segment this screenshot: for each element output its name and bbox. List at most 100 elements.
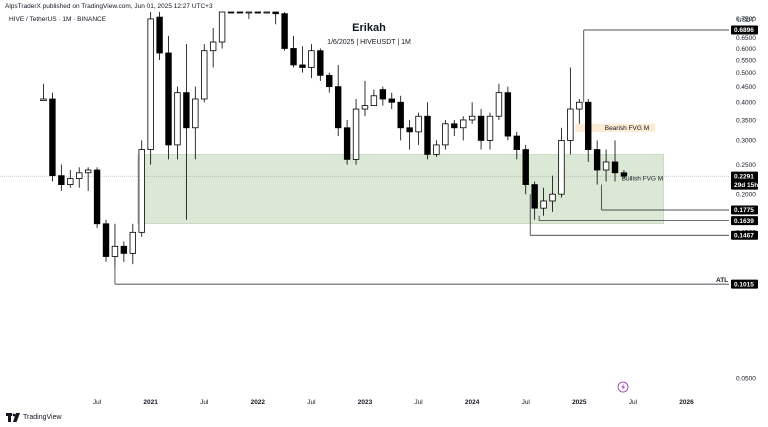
candle-body-4 <box>76 172 83 179</box>
candle-3 <box>67 170 74 188</box>
zone-label-1: Bearish FVG M <box>605 125 649 132</box>
candle-body-51 <box>495 92 503 117</box>
level-tag-2-text: 0.1639 <box>734 218 754 225</box>
candle-body-1 <box>49 98 56 177</box>
level-tag-0: 0.6896 <box>731 25 758 35</box>
y-tick-6: 0.4000 <box>736 100 756 107</box>
publisher-line: AlpsTraderX published on TradingView.com… <box>5 3 213 10</box>
candle-41 <box>406 119 413 150</box>
candle-23 <box>245 11 253 19</box>
candle-19 <box>209 28 217 68</box>
candle-body-59 <box>567 108 574 141</box>
level-tag-0-bg <box>731 25 758 35</box>
candle-body-61 <box>585 101 592 150</box>
lightning-icon[interactable] <box>617 381 629 393</box>
price-tags-layer: 0.6896 0.1775 0.1639 0.1467 0.1015 0.2291 29d … <box>731 25 758 289</box>
footer: TradingView <box>6 413 62 422</box>
current-price-tag-bg <box>731 171 758 190</box>
x-tick-7: 2024 <box>465 399 480 406</box>
candle-36 <box>361 80 369 117</box>
candle-body-2 <box>58 175 65 185</box>
candle-body-43 <box>424 115 431 155</box>
candle-body-60 <box>576 101 583 110</box>
level-tag-4-text: 0.1015 <box>734 281 754 288</box>
candle-28 <box>290 35 297 68</box>
level-tag-3-text: 0.1467 <box>734 232 754 239</box>
candle-18 <box>201 44 208 103</box>
candle-body-14 <box>165 52 172 146</box>
y-tick-8: 0.5000 <box>736 70 756 77</box>
x-tick-10: Jul <box>629 399 638 406</box>
level-tag-4-bg <box>731 279 758 289</box>
candle-61 <box>585 98 592 162</box>
current-price-tag-countdown: 29d 15h <box>734 182 758 189</box>
candle-52 <box>504 86 512 141</box>
candle-body-15 <box>174 92 181 146</box>
candle-6 <box>93 167 101 228</box>
candle-body-7 <box>102 223 110 257</box>
candle-body-55 <box>531 184 538 209</box>
candle-33 <box>334 64 342 137</box>
level-name-4: ATL <box>716 277 728 284</box>
candle-body-28 <box>290 48 297 66</box>
candle-body-11 <box>138 149 145 233</box>
levels-layer: ATL <box>0 29 729 285</box>
candle-56 <box>540 187 547 216</box>
candle-body-63 <box>602 161 610 171</box>
current-price-tag-text: 0.2291 <box>734 173 754 180</box>
candle-body-18 <box>201 50 208 100</box>
candle-body-62 <box>593 149 601 171</box>
candle-body-36 <box>361 105 369 110</box>
y-tick-5: 0.3500 <box>736 117 756 124</box>
candle-body-24 <box>254 11 262 14</box>
candle-48 <box>468 102 476 124</box>
candle-body-65 <box>620 172 628 177</box>
y-tick-0: 0.0500 <box>736 375 756 382</box>
candle-body-50 <box>486 115 494 141</box>
level-tag-2-bg <box>731 216 758 226</box>
candle-38 <box>379 86 387 106</box>
candle-body-12 <box>147 18 154 150</box>
candle-60 <box>576 98 583 124</box>
candle-body-40 <box>397 101 404 129</box>
current-price-tag: 0.2291 29d 15h <box>731 171 758 190</box>
candle-0 <box>40 83 47 102</box>
candle-body-49 <box>477 115 485 141</box>
candle-body-32 <box>326 74 333 88</box>
candle-body-21 <box>227 11 235 14</box>
candle-29 <box>299 46 306 73</box>
y-tick-9: 0.5500 <box>736 57 756 64</box>
candle-34 <box>343 119 351 165</box>
y-tick-11: 0.6500 <box>736 35 756 42</box>
candle-42 <box>415 112 422 145</box>
candle-64 <box>611 140 619 182</box>
candle-body-20 <box>218 11 226 43</box>
currency-label: USDT <box>737 17 755 24</box>
candle-body-37 <box>370 95 378 107</box>
level-tag-1-text: 0.1775 <box>734 207 754 214</box>
candle-2 <box>58 164 65 191</box>
candle-13 <box>156 12 163 61</box>
candle-body-17 <box>192 98 199 129</box>
candle-43 <box>424 102 431 160</box>
candle-47 <box>460 116 467 141</box>
candle-9 <box>120 241 128 262</box>
candle-44 <box>433 140 440 157</box>
candle-12 <box>147 12 154 165</box>
candle-63 <box>602 149 610 182</box>
x-tick-3: 2022 <box>251 399 266 406</box>
candle-26 <box>272 11 279 25</box>
candle-31 <box>317 48 324 81</box>
candle-14 <box>165 35 172 160</box>
candle-body-45 <box>442 123 449 146</box>
candle-body-48 <box>468 115 476 121</box>
x-tick-1: 2021 <box>143 399 158 406</box>
chart-subtitle: 1/6/2025 | HIVEUSDT | 1M <box>327 39 411 46</box>
candle-8 <box>111 223 119 268</box>
candle-62 <box>593 140 601 185</box>
candle-15 <box>174 86 181 160</box>
bearish-fvg-zone <box>575 123 655 132</box>
candle-40 <box>397 95 404 141</box>
candle-body-5 <box>84 169 92 174</box>
